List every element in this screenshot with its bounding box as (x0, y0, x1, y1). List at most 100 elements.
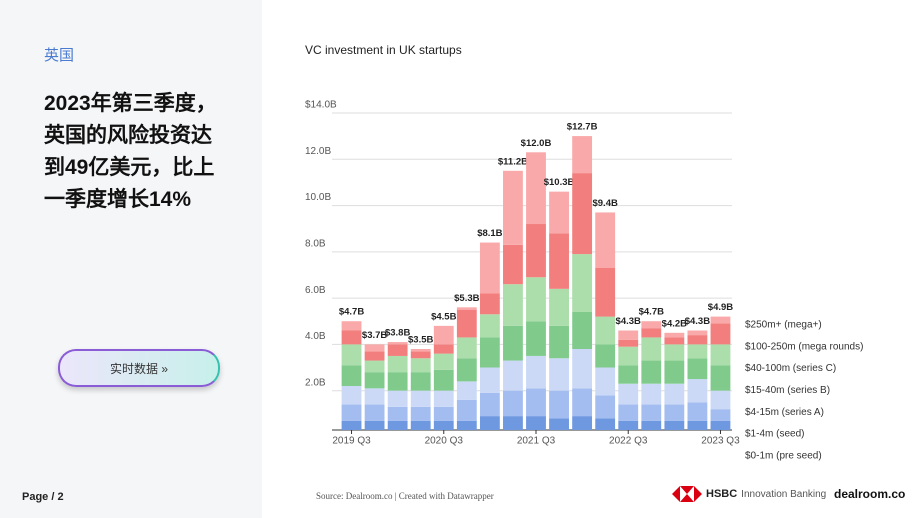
y-tick-label: $14.0B (305, 100, 337, 111)
bar-segment (687, 344, 708, 359)
bar-segment (618, 339, 639, 347)
bar-segment (549, 325, 569, 359)
bar-segment (503, 416, 523, 430)
bar-segment (572, 349, 593, 389)
bar-segment (341, 330, 362, 345)
legend-label: $100-250m (mega rounds) (745, 341, 863, 352)
bar-segment (503, 390, 523, 417)
total-label: $3.7B (362, 330, 387, 341)
bar-segment (572, 416, 593, 430)
bar-segment (410, 351, 431, 359)
bar-segment (618, 404, 639, 421)
chart-title: VC investment in UK startups (305, 43, 462, 57)
bar-segment (664, 383, 685, 405)
total-label: $5.3B (454, 293, 479, 304)
bar-segment (479, 337, 500, 368)
bar-segment (526, 416, 546, 430)
bar-segment (433, 325, 454, 345)
hsbc-icon (672, 486, 702, 502)
total-label: $4.2B (662, 318, 687, 329)
bar-segment (479, 242, 500, 294)
bar-segment (456, 420, 477, 430)
bar-segment (572, 388, 593, 417)
x-tick-label: 2023 Q3 (701, 436, 740, 447)
bar-segment (595, 344, 616, 368)
page-number: Page / 2 (22, 491, 64, 503)
bar-segment (549, 418, 569, 430)
bar-segment (341, 344, 362, 366)
bar-segment (595, 212, 616, 268)
bar-segment (710, 390, 731, 410)
bar-segment (433, 344, 454, 354)
bar-segment (503, 325, 523, 361)
legend-label: $15-40m (series B) (745, 385, 830, 396)
y-tick-label: 12.0B (305, 146, 331, 157)
bar-segment (687, 335, 708, 345)
bar-segment (456, 337, 477, 359)
bar-segment (341, 365, 362, 387)
bar-segment (341, 420, 362, 430)
legend-label: $1-4m (seed) (745, 429, 804, 440)
bar-segment (526, 224, 546, 278)
live-data-button[interactable]: 实时数据 » (58, 349, 220, 387)
total-label: $4.9B (708, 302, 733, 313)
bar-segment (549, 233, 569, 289)
y-tick-label: 10.0B (305, 192, 331, 203)
legend-label: $40-100m (series C) (745, 363, 836, 374)
bar-segment (687, 358, 708, 380)
bar-segment (595, 367, 616, 396)
bar-segment (456, 381, 477, 400)
bar-segment (410, 390, 431, 407)
bar-segment (618, 365, 639, 384)
bar-segment (549, 390, 569, 419)
bar-segment (595, 268, 616, 317)
bar-segment (364, 372, 385, 389)
bar-segment (364, 404, 385, 421)
bar-segment (387, 372, 408, 391)
bar-segment (433, 390, 454, 407)
bar-segment (641, 337, 662, 361)
hsbc-logo: HSBC Innovation Banking (672, 486, 826, 502)
bar-segment (549, 288, 569, 326)
bar-segment (364, 360, 385, 373)
region-tag: 英国 (44, 47, 75, 64)
bar-segment (710, 409, 731, 421)
bar-segment (664, 332, 685, 338)
bar-segment (503, 170, 523, 245)
bar-segment (364, 420, 385, 430)
bar-segment (456, 358, 477, 382)
total-label: $4.7B (339, 307, 364, 318)
bar-segment (572, 136, 593, 174)
bar-segment (664, 420, 685, 430)
total-label: $4.3B (616, 316, 641, 327)
bar-segment (410, 420, 431, 430)
bar-segment (479, 392, 500, 417)
bar-segment (549, 191, 569, 234)
bar-segment (710, 316, 731, 324)
total-label: $10.3B (544, 177, 575, 188)
bar-segment (479, 293, 500, 315)
bar-segment (526, 152, 546, 225)
bar-segment (595, 316, 616, 345)
bar-segment (456, 309, 477, 338)
bar-segment (479, 367, 500, 393)
bar-segment (687, 420, 708, 430)
bar-segment (341, 386, 362, 405)
total-label: $12.0B (521, 138, 552, 149)
bar-segment (572, 254, 593, 312)
legend-label: $0-1m (pre seed) (745, 450, 822, 461)
bar-segment (687, 402, 708, 421)
y-tick-label: 4.0B (305, 331, 326, 342)
bar-segment (526, 355, 546, 389)
bar-segment (364, 388, 385, 405)
bar-segment (618, 346, 639, 366)
total-label: $4.7B (639, 307, 664, 318)
legend-label: $4-15m (series A) (745, 407, 824, 418)
headline: 2023年第三季度，英国的风险投资达到49亿美元，比上一季度增长14% (44, 92, 217, 211)
bar-segment (387, 406, 408, 421)
bar-segment (433, 406, 454, 421)
x-tick-label: 2020 Q3 (425, 436, 464, 447)
bar-segment (503, 360, 523, 391)
bar-segment (364, 344, 385, 352)
